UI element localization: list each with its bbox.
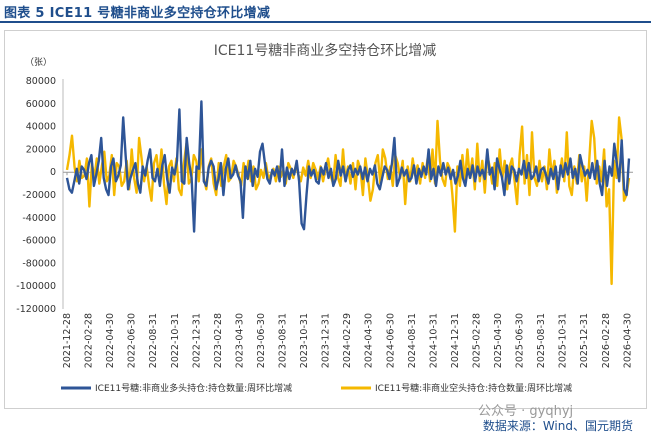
x-tick-label: 2025-12-31 xyxy=(579,313,590,368)
y-tick-label: -40000 xyxy=(22,213,56,224)
legend: ICE11号糖:非商业多头持仓:持仓数量:周环比增减 ICE11号糖:非商业空头持… xyxy=(61,382,572,394)
x-tick-label: 2023-12-31 xyxy=(321,313,332,368)
chart-title: ICE11号糖非商业多空持仓环比增减 xyxy=(214,42,437,59)
y-tick-label: 40000 xyxy=(26,122,56,133)
x-tick-label: 2024-12-31 xyxy=(450,313,461,368)
watermark: 公众号 · gyqhyj xyxy=(478,404,574,419)
x-tick-label: 2023-06-30 xyxy=(256,313,267,368)
x-tick-label: 2023-02-28 xyxy=(213,313,224,368)
figure-label: 图表 5 ICE11 号糖非商业多空持仓环比增减 xyxy=(4,6,271,21)
y-axis: 80000 60000 40000 20000 0 -20000 -40000 -60000 -… xyxy=(16,76,64,315)
chart: ICE11号糖非商业多空持仓环比增减 （张） 80000 60000 40000 20… xyxy=(16,42,633,394)
x-tick-label: 2021-12-28 xyxy=(62,313,73,368)
x-tick-label: 2025-04-30 xyxy=(493,313,504,368)
y-tick-label: 80000 xyxy=(26,76,56,87)
x-tick-label: 2025-10-31 xyxy=(558,313,569,368)
x-tick-label: 2026-04-30 xyxy=(622,313,633,368)
chart-frame: ICE11号糖非商业多空持仓环比增减 （张） 80000 60000 40000 20… xyxy=(4,30,647,409)
x-tick-label: 2022-04-30 xyxy=(105,313,116,368)
x-tick-label: 2025-02-28 xyxy=(471,313,482,368)
x-tick-label: 2024-10-31 xyxy=(428,313,439,368)
x-tick-label: 2024-04-30 xyxy=(364,313,375,368)
x-tick-label: 2023-08-31 xyxy=(278,313,289,368)
x-tick-label: 2022-06-30 xyxy=(127,313,138,368)
x-tick-label: 2023-04-30 xyxy=(234,313,245,368)
x-tick-label: 2024-06-30 xyxy=(385,313,396,368)
x-tick-label: 2026-02-28 xyxy=(601,313,612,368)
x-tick-label: 2024-08-31 xyxy=(407,313,418,368)
y-tick-label: 60000 xyxy=(26,99,56,110)
source-note: 数据来源：Wind、国元期货 xyxy=(482,419,633,433)
x-tick-label: 2022-02-28 xyxy=(84,313,95,368)
y-tick-label: 20000 xyxy=(26,144,56,155)
legend-label: ICE11号糖:非商业多头持仓:持仓数量:周环比增减 xyxy=(95,382,292,394)
series-line-short xyxy=(65,116,631,286)
y-tick-label: -60000 xyxy=(22,236,56,247)
x-axis: 2021-12-28 2022-02-28 2022-04-30 2022-06-30… xyxy=(62,172,633,368)
x-tick-label: 2022-12-31 xyxy=(191,313,202,368)
y-tick-label: -120000 xyxy=(16,304,56,315)
header-rule xyxy=(0,21,651,23)
y-unit-label: （张） xyxy=(25,57,52,68)
x-tick-label: 2024-02-29 xyxy=(342,313,353,368)
y-tick-label: -100000 xyxy=(16,281,56,292)
x-tick-label: 2025-08-31 xyxy=(536,313,547,368)
y-tick-label: -80000 xyxy=(22,258,56,269)
series-line-long xyxy=(65,100,631,233)
x-tick-label: 2022-10-31 xyxy=(170,313,181,368)
y-tick-label: -20000 xyxy=(22,190,56,201)
x-tick-label: 2022-08-31 xyxy=(148,313,159,368)
x-tick-label: 2023-10-31 xyxy=(299,313,310,368)
figure-header: 图表 5 ICE11 号糖非商业多空持仓环比增减 xyxy=(0,0,651,23)
x-tick-label: 2025-06-30 xyxy=(515,313,526,368)
plot-area xyxy=(63,100,633,286)
legend-label: ICE11号糖:非商业空头持仓:持仓数量:周环比增减 xyxy=(375,382,572,394)
y-tick-label: 0 xyxy=(50,167,56,178)
